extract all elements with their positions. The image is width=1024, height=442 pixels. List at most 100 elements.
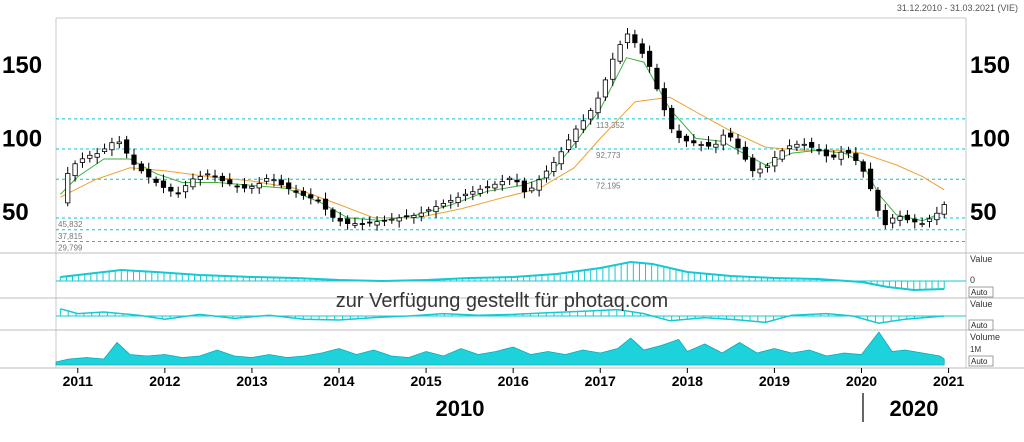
candle-body bbox=[720, 134, 726, 146]
candle-body bbox=[455, 196, 461, 203]
x-tick-label: 2018 bbox=[672, 373, 703, 389]
oscillator-auto-button[interactable] bbox=[968, 319, 994, 331]
candle-body bbox=[462, 193, 469, 197]
candle-body bbox=[912, 218, 918, 223]
volume-panel bbox=[55, 331, 945, 366]
oscillator-panel-label: Value bbox=[970, 299, 992, 309]
candle-body bbox=[249, 186, 255, 189]
candle-body bbox=[875, 189, 881, 211]
candle-body bbox=[529, 187, 535, 192]
candle-body bbox=[934, 212, 940, 221]
candle-body bbox=[374, 221, 380, 226]
candle-body bbox=[639, 43, 645, 54]
candle-body bbox=[602, 79, 609, 98]
candle-body bbox=[580, 120, 586, 130]
candle-body bbox=[146, 169, 152, 178]
level-label: 45,832 bbox=[58, 220, 83, 229]
candle-body bbox=[669, 107, 675, 130]
candle-body bbox=[330, 209, 336, 218]
x-tick-label: 2020 bbox=[846, 373, 877, 389]
macd-auto-label: Auto bbox=[971, 288, 988, 297]
candle-body bbox=[676, 130, 682, 139]
candle-body bbox=[278, 179, 284, 186]
level-label: 72,195 bbox=[596, 181, 621, 190]
level-label: 113,352 bbox=[596, 121, 625, 130]
y-tick-label-right: 150 bbox=[970, 52, 1010, 79]
y-tick-label-left: 100 bbox=[2, 125, 42, 152]
candle-body bbox=[610, 58, 616, 80]
candle-body bbox=[315, 199, 321, 202]
candle-body bbox=[190, 178, 196, 188]
candle-body bbox=[241, 184, 248, 189]
candle-body bbox=[131, 154, 137, 165]
candle-body bbox=[853, 153, 859, 161]
candle-body bbox=[816, 149, 822, 152]
candle-body bbox=[116, 141, 122, 145]
candle-body bbox=[352, 223, 358, 226]
macd-auto-button[interactable] bbox=[968, 286, 994, 298]
candle-body bbox=[389, 218, 395, 221]
candle-body bbox=[109, 142, 115, 151]
candle-body bbox=[227, 179, 233, 185]
candle-body bbox=[543, 170, 550, 179]
candle-body bbox=[941, 204, 947, 215]
candle-body bbox=[860, 161, 866, 172]
candle-body bbox=[514, 179, 520, 183]
candle-body bbox=[713, 143, 719, 148]
volume-area bbox=[55, 331, 945, 366]
candle-body bbox=[182, 185, 189, 193]
candle-body bbox=[322, 198, 329, 210]
candle-body bbox=[801, 143, 807, 146]
candle-body bbox=[411, 214, 417, 218]
candle-body bbox=[647, 50, 653, 67]
candle-body bbox=[750, 157, 756, 172]
candlesticks bbox=[65, 27, 947, 231]
era-label-right: 2020 bbox=[890, 396, 939, 421]
candle-body bbox=[757, 168, 763, 174]
candle-body bbox=[212, 175, 218, 178]
candle-body bbox=[403, 215, 410, 218]
candle-body bbox=[617, 44, 623, 62]
candle-body bbox=[588, 110, 594, 120]
date-range-label: 31.12.2010 - 31.03.2021 (VIE) bbox=[897, 3, 1018, 13]
candle-body bbox=[426, 209, 432, 212]
candle-body bbox=[79, 158, 86, 163]
candle-body bbox=[470, 191, 476, 195]
y-tick-label-left: 50 bbox=[2, 199, 29, 226]
candle-body bbox=[867, 168, 874, 190]
x-axis: 2011 2012 2013 2014 2015 2016 2017 2018 2019 2020… bbox=[63, 368, 964, 389]
x-tick-label: 2014 bbox=[323, 373, 354, 389]
candle-body bbox=[735, 138, 741, 149]
candle-body bbox=[838, 151, 844, 160]
volume-auto-button[interactable] bbox=[968, 355, 994, 367]
candle-body bbox=[772, 157, 778, 167]
candle-body bbox=[124, 139, 130, 154]
candle-body bbox=[440, 203, 446, 207]
candle-body bbox=[794, 143, 800, 148]
candle-body bbox=[705, 141, 712, 147]
x-tick-label: 2013 bbox=[236, 373, 267, 389]
candle-body bbox=[683, 135, 690, 142]
candle-body bbox=[809, 142, 815, 148]
candle-body bbox=[551, 161, 557, 172]
x-tick-label: 2011 bbox=[63, 373, 94, 389]
candle-body bbox=[286, 182, 292, 190]
candle-body bbox=[654, 67, 660, 90]
candle-body bbox=[308, 194, 314, 199]
x-tick-label: 2021 bbox=[933, 373, 964, 389]
candle-body bbox=[698, 144, 704, 146]
candle-body bbox=[661, 88, 667, 111]
macd-line bbox=[60, 260, 945, 292]
candle-body bbox=[558, 151, 564, 165]
candle-body bbox=[691, 140, 697, 144]
candle-body bbox=[197, 176, 203, 180]
candle-body bbox=[65, 173, 71, 204]
candle-body bbox=[779, 150, 785, 160]
candle-body bbox=[271, 179, 277, 182]
candle-body bbox=[728, 132, 734, 138]
y-axis-ticks: 50 50 100 100 150 150 bbox=[2, 52, 1010, 226]
candle-body bbox=[138, 163, 144, 172]
x-tick-label: 2016 bbox=[498, 373, 529, 389]
